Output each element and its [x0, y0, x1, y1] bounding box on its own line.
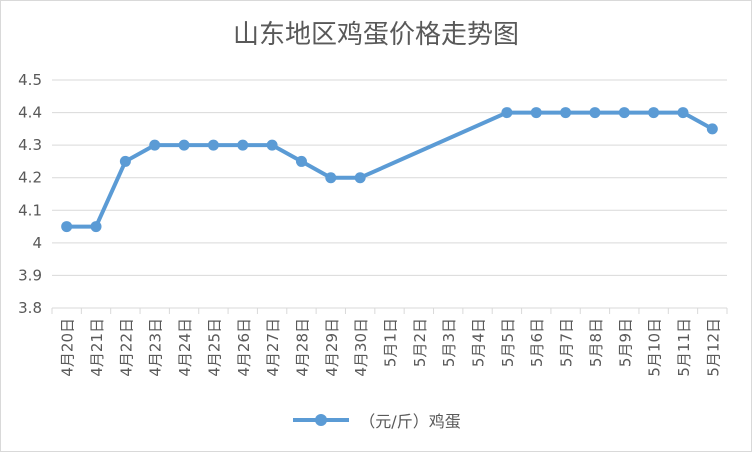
x-tick-label: 4月22日 [117, 318, 135, 377]
y-tick-label: 3.9 [18, 266, 42, 284]
data-point [589, 107, 601, 119]
x-tick-label: 4月21日 [88, 318, 106, 377]
x-tick-label: 5月2日 [411, 318, 429, 367]
x-tick-label: 5月9日 [616, 318, 634, 367]
y-tick-label: 4.4 [18, 104, 42, 122]
data-point [560, 107, 572, 119]
x-tick-label: 5月1日 [382, 318, 400, 367]
x-tick-label: 4月26日 [235, 318, 253, 377]
x-tick-label: 5月7日 [558, 318, 576, 367]
x-tick-label: 4月29日 [323, 318, 341, 377]
chart-legend: （元/斤）鸡蛋 [0, 408, 752, 432]
x-tick-label: 4月25日 [205, 318, 223, 377]
series-line [66, 110, 714, 229]
data-point [207, 139, 219, 151]
y-tick-label: 4.3 [18, 136, 42, 154]
data-point [119, 155, 131, 167]
x-tick-label: 5月4日 [470, 318, 488, 367]
y-tick-label: 4.1 [18, 201, 42, 219]
data-point [149, 139, 161, 151]
data-point [618, 107, 630, 119]
data-point [178, 139, 190, 151]
legend-swatch [293, 414, 350, 426]
y-tick-label: 4 [32, 234, 42, 252]
x-tick-label: 4月28日 [293, 318, 311, 377]
data-point [354, 172, 366, 184]
data-point [295, 155, 307, 167]
data-point [266, 139, 278, 151]
x-tick-label: 5月3日 [440, 318, 458, 367]
data-point [706, 123, 718, 135]
x-tick-label: 4月20日 [59, 318, 77, 377]
x-tick-label: 4月24日 [176, 318, 194, 377]
x-tick-label: 4月30日 [352, 318, 370, 377]
x-tick-label: 5月6日 [528, 318, 546, 367]
x-tick-label: 5月8日 [587, 318, 605, 367]
y-tick-label: 4.5 [18, 71, 42, 89]
data-point [237, 139, 249, 151]
data-point [61, 221, 73, 233]
legend-label: （元/斤）鸡蛋 [359, 412, 461, 431]
x-tick-label: 5月12日 [704, 318, 722, 377]
chart-title: 山东地区鸡蛋价格走势图 [232, 20, 519, 50]
data-point [325, 172, 337, 184]
x-tick-label: 5月10日 [646, 318, 664, 377]
y-tick-label: 4.2 [18, 169, 42, 187]
data-point [530, 107, 542, 119]
data-point [90, 221, 102, 233]
x-tick-label: 5月5日 [499, 318, 517, 367]
x-tick-label: 4月27日 [264, 318, 282, 377]
y-tick-label: 3.8 [18, 299, 42, 317]
data-point [677, 107, 689, 119]
data-point [501, 107, 513, 119]
data-point [648, 107, 660, 119]
x-tick-label: 5月11日 [675, 318, 693, 377]
x-tick-label: 4月23日 [147, 318, 165, 377]
